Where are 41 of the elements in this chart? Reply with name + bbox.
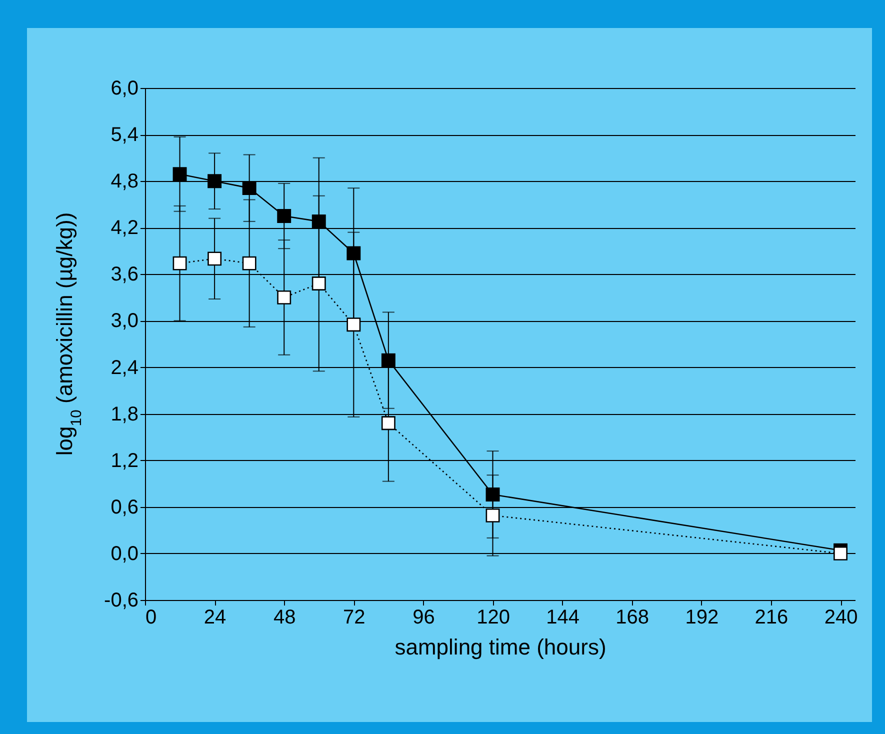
y-tick-label: 1,2 <box>110 450 138 472</box>
x-tick-label: 144 <box>546 606 580 628</box>
point <box>312 276 326 290</box>
y-tick-label: 4,8 <box>110 170 138 193</box>
point <box>312 214 326 228</box>
x-tick-label: 192 <box>685 606 719 628</box>
point <box>208 174 222 188</box>
x-tick-label: 72 <box>343 606 366 628</box>
y-tick-label: 3,0 <box>110 310 138 332</box>
point <box>381 353 396 368</box>
point <box>346 318 361 332</box>
point <box>346 246 361 260</box>
point <box>172 167 187 182</box>
y-tick-label: 0,0 <box>110 542 138 565</box>
x-tick-label: 24 <box>204 606 226 628</box>
point <box>486 508 500 522</box>
y-tick-label: 6,0 <box>110 78 138 100</box>
y-tick-label: 3,6 <box>110 264 138 286</box>
point <box>172 256 187 270</box>
x-tick-label: 240 <box>824 606 858 628</box>
x-tick-label: 120 <box>476 606 510 628</box>
x-axis-title: sampling time (hours) <box>394 634 606 660</box>
y-tick-label: 0,6 <box>110 496 138 518</box>
point <box>277 290 292 304</box>
y-tick-label: 4,2 <box>110 217 138 240</box>
point <box>381 416 396 430</box>
point <box>277 209 292 223</box>
point <box>834 546 848 560</box>
x-tick-label: 216 <box>754 606 788 628</box>
x-tick-label: 168 <box>616 606 650 628</box>
y-tick-label: -0,6 <box>104 590 138 612</box>
x-tick-label: 48 <box>273 606 296 628</box>
point <box>208 252 222 266</box>
point <box>486 488 500 502</box>
point <box>242 256 256 270</box>
y-tick-label: 5,4 <box>110 124 138 146</box>
y-tick-label: 2,4 <box>110 356 138 379</box>
x-tick-label: 0 <box>146 606 157 628</box>
y-tick-label: 1,8 <box>110 403 138 426</box>
x-tick-label: 96 <box>412 606 435 628</box>
point <box>242 181 256 196</box>
